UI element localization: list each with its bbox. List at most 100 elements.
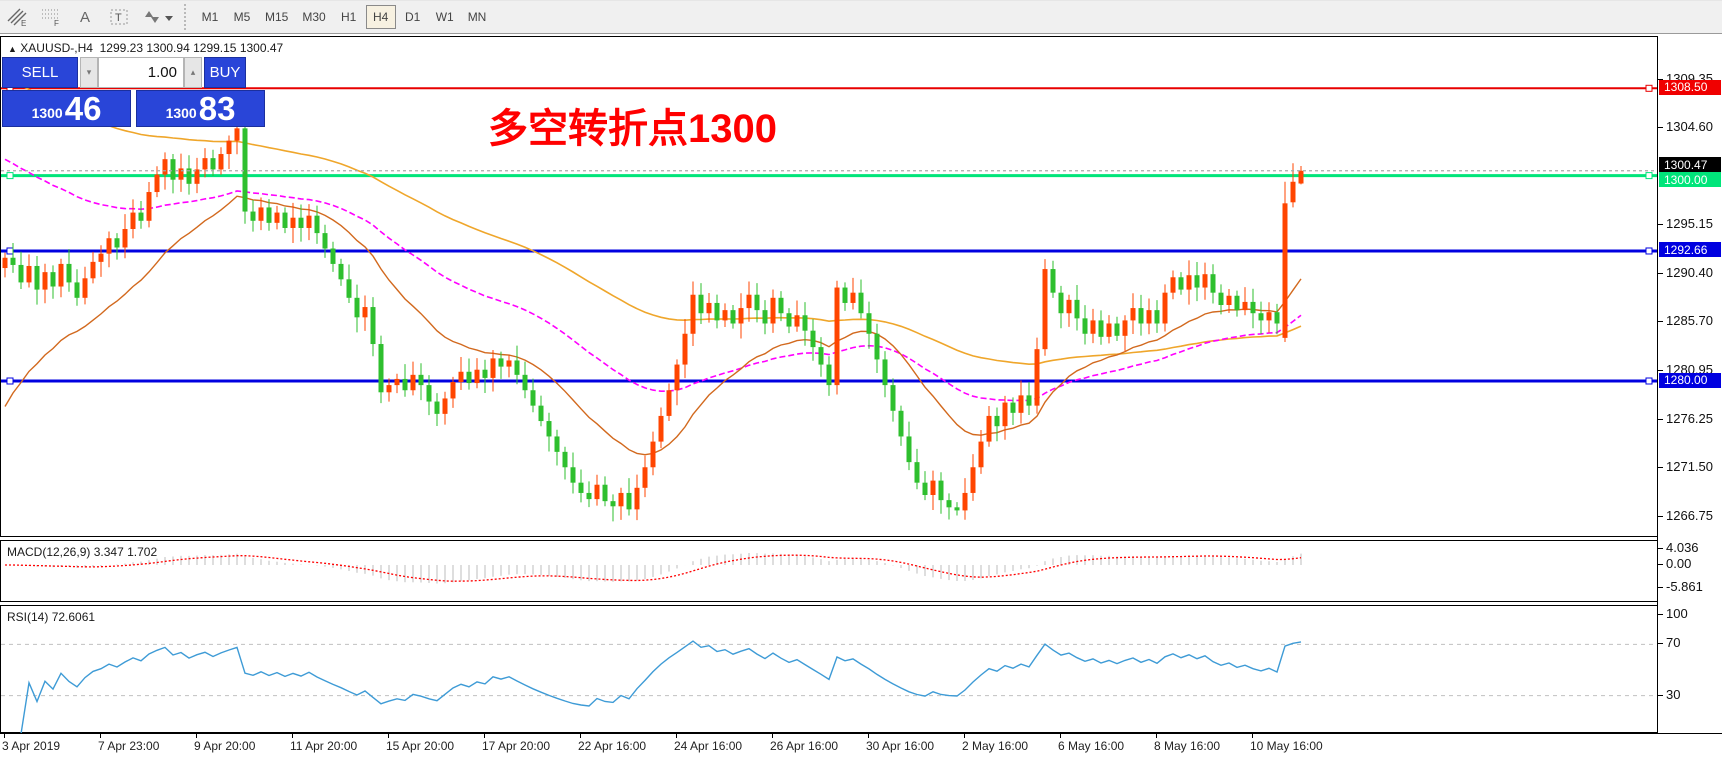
hline-handle [1645,247,1653,255]
timeframe-button-w1[interactable]: W1 [435,10,454,24]
candle [98,253,104,262]
axis-tick [1658,614,1663,615]
axis-tick [1658,418,1663,420]
candle [930,480,936,495]
candle [762,310,768,324]
candle [722,310,728,321]
bar-low: 1299.15 [193,41,237,55]
hline-price-tag: 1280.00 [1659,372,1721,388]
indicators-tool-icon[interactable]: E [2,4,32,30]
volume-increase-button[interactable]: ▴ [184,57,202,88]
volume-input[interactable] [98,57,184,88]
timeframe-button-h4[interactable]: H4 [365,5,396,29]
candle [266,207,272,223]
time-tick [1060,734,1061,738]
volume-decrease-button[interactable]: ▾ [80,57,98,88]
candle [194,169,200,184]
time-tick [100,734,101,738]
macd-panel[interactable]: MACD(12,26,9) 3.347 1.702 [0,540,1657,602]
sell-button[interactable]: SELL [2,57,78,88]
candle [234,128,240,141]
text-tool-icon[interactable]: T [104,4,134,30]
candle [714,302,720,321]
chart-annotation-text[interactable]: 多空转折点1300 [488,107,777,151]
buy-button[interactable]: BUY [204,57,246,88]
candle [586,492,592,500]
candle [578,482,584,493]
buy-quote[interactable]: 1300 83 [136,90,265,127]
rsi-label: RSI(14) 72.6061 [7,610,96,624]
price-chart-panel[interactable] [0,36,1658,537]
fibonacci-tool-icon[interactable]: F [36,4,66,30]
candle [738,308,744,324]
timeframe-button-m1[interactable]: M1 [201,10,219,24]
time-axis[interactable]: 3 Apr 2019 7 Apr 23:00 9 Apr 20:00 11 Apr 2… [0,733,1722,759]
candle [418,374,424,386]
candle [186,168,192,184]
bar-open: 1299.23 [99,41,144,55]
svg-text:F: F [54,19,59,27]
candle [842,287,848,303]
candle [1026,395,1032,406]
candle [554,436,560,452]
candle [130,212,136,230]
price-tick-label: 1266.75 [1666,508,1713,524]
candle [42,272,48,290]
timeframe-button-h1[interactable]: H1 [341,10,357,24]
candle [402,378,408,391]
price-axis[interactable]: 1309.35 1304.60 1295.15 1290.40 1285.70 1280.… [1658,36,1722,733]
price-tick-label: 1295.15 [1666,216,1713,232]
time-tick [196,734,197,738]
axis-tick [1658,127,1663,129]
candle [626,492,632,510]
candle [442,398,448,414]
candle [754,294,760,311]
svg-text:T: T [115,12,122,24]
candle [154,174,160,193]
time-label: 30 Apr 16:00 [866,739,935,753]
candle [1066,299,1072,314]
candle [1138,308,1144,324]
timeframe-button-m30[interactable]: M30 [302,10,326,24]
macd-axis-label: 0.00 [1666,556,1692,571]
candle [306,215,312,228]
candle [690,294,696,334]
timeframe-button-d1[interactable]: D1 [405,10,421,24]
candle [354,297,360,318]
time-label: 6 May 16:00 [1058,739,1125,753]
candle [386,385,392,393]
candle [818,347,824,365]
candle [1002,402,1008,427]
ma-orange [4,76,1302,366]
arrows-tool-icon[interactable] [138,4,178,30]
hline-handle [1645,84,1653,92]
candle [618,492,624,507]
axis-tick [1658,694,1663,696]
candle [426,385,432,402]
axis-tick [1658,564,1663,565]
timeframe-button-m15[interactable]: M15 [265,10,289,24]
time-label: 24 Apr 16:00 [674,739,743,753]
candle [458,371,464,383]
candle [506,360,512,367]
candle [810,330,816,348]
candle [698,294,704,314]
timeframe-button-m5[interactable]: M5 [233,10,251,24]
label-tool-icon[interactable]: A [79,8,90,26]
candle [1074,299,1080,319]
timeframe-button-mn[interactable]: MN [467,10,487,24]
candle [330,248,336,264]
candle [1274,312,1280,324]
rsi-panel[interactable]: RSI(14) 72.6061 [0,605,1658,734]
candle [346,279,352,298]
candle [1194,275,1200,288]
axis-tick [1658,643,1663,645]
candle [1234,295,1240,311]
sell-quote[interactable]: 1300 46 [2,90,131,127]
hline-price-tag: 1308.50 [1659,79,1721,95]
candle [530,390,536,406]
axis-tick [1658,78,1663,80]
candle [1162,292,1168,324]
candle [322,233,328,249]
